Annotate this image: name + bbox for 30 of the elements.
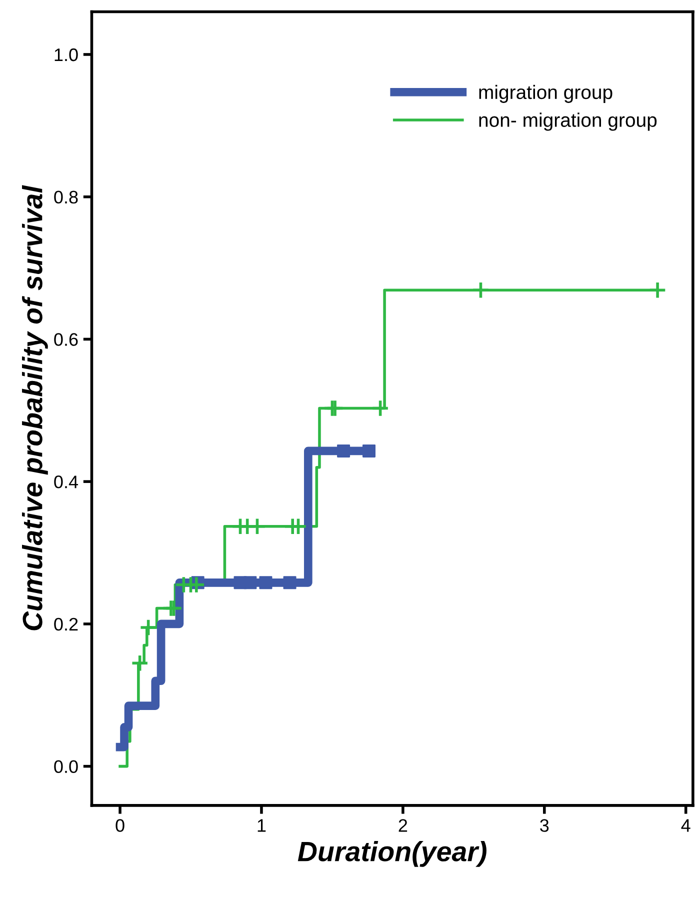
legend-label: non- migration group [479,112,657,131]
point [371,399,390,418]
x-tick-label: 4 [681,819,690,832]
x-tick-label: 0 [116,819,124,832]
x-tick-label: 1 [258,819,266,832]
point [337,444,350,458]
x-tick-label: 3 [540,819,549,832]
point [139,618,158,636]
x-axis-title: Duration(year) [298,841,486,867]
point [130,654,149,672]
point [283,576,296,590]
point [326,399,344,418]
point [164,599,183,618]
y-tick-label: 0.8 [54,190,78,204]
point [259,576,272,590]
point [648,281,667,300]
y-tick-label: 1.0 [54,48,78,62]
y-axis-title: Cumulative probability of survival [22,185,48,630]
y-tick-label: 0.0 [54,760,78,774]
point [472,281,490,300]
y-tick-label: 0.6 [54,333,78,346]
point [244,576,257,590]
point [187,576,206,594]
y-tick-label: 0.2 [54,618,78,631]
legend-label: migration group [479,84,612,103]
x-tick-label: 2 [398,819,408,832]
point [289,517,308,536]
point [362,444,376,458]
y-tick-label: 0.4 [54,476,78,488]
point [248,517,266,536]
